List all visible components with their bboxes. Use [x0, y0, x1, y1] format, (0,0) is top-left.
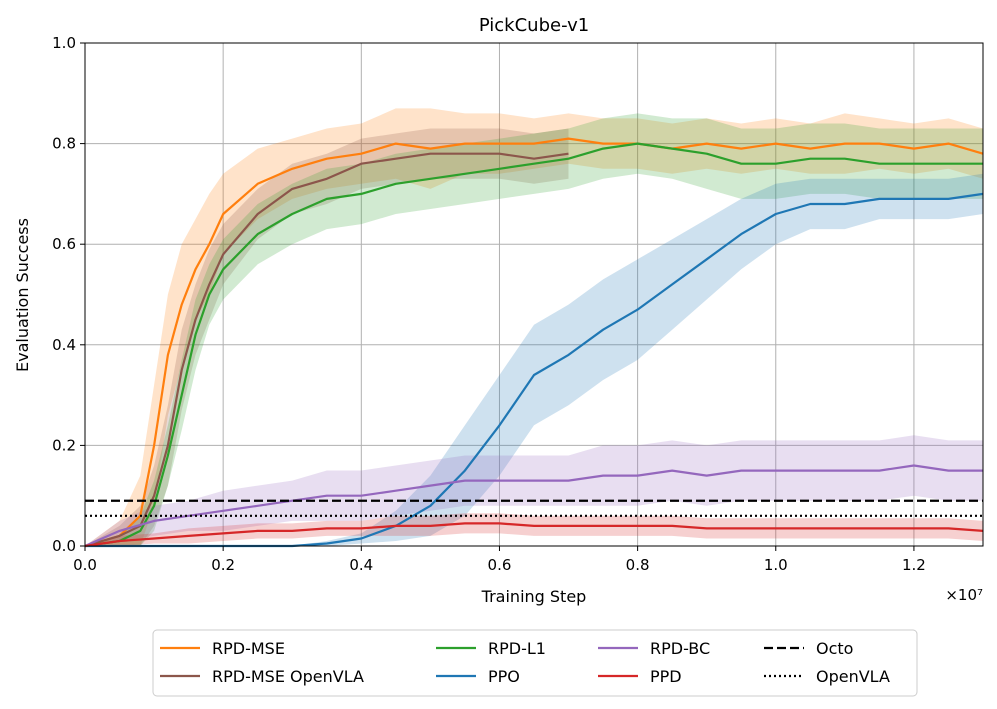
band-rpd-mse-openvla — [85, 128, 569, 546]
x-tick-label: 0.4 — [349, 556, 373, 574]
y-axis-label: Evaluation Success — [13, 218, 32, 372]
line-rpd-mse — [84, 137, 984, 548]
band-rpd-bc — [85, 435, 983, 546]
legend-label-ppd: PPD — [650, 667, 682, 686]
plot-frame — [84, 42, 984, 547]
legend-label-rpd-mse: RPD-MSE — [212, 639, 285, 658]
legend-label-ppo: PPO — [488, 667, 520, 686]
line-ppo — [85, 192, 984, 548]
x-tick-label: 1.0 — [764, 556, 788, 574]
legend-box — [152, 629, 918, 697]
legend-label-openvla: OpenVLA — [816, 667, 890, 686]
y-tick-label: 0.8 — [52, 135, 76, 153]
line-ppd — [84, 522, 984, 548]
reference-lines — [85, 499, 983, 517]
x-tick-label: 0.6 — [488, 556, 512, 574]
series-lines — [84, 137, 984, 548]
x-tick-label: 1.2 — [902, 556, 926, 574]
legend-label-rpd-bc: RPD-BC — [650, 639, 710, 658]
legend: RPD-MSE RPD-MSE OpenVLA RPD-L1 PPO RPD-BC PPD… — [160, 639, 890, 686]
y-tick-label: 0.6 — [52, 235, 76, 253]
x-tick-label: 0.8 — [626, 556, 650, 574]
y-axis-ticks: 0.0 0.2 0.4 0.6 0.8 1.0 — [52, 34, 85, 555]
y-tick-label: 0.4 — [52, 336, 76, 354]
chart-title: PickCube-v1 — [479, 15, 589, 36]
x-axis-ticks: 0.0 0.2 0.4 0.6 0.8 1.0 1.2 — [73, 546, 926, 574]
y-tick-label: 1.0 — [52, 34, 76, 52]
line-rpd-mse-openvla — [84, 152, 569, 548]
band-rpd-l1 — [85, 113, 983, 547]
band-rpd-mse — [85, 108, 983, 547]
legend-label-octo: Octo — [816, 639, 853, 658]
legend-label-rpd-l1: RPD-L1 — [488, 639, 546, 658]
line-rpd-bc — [84, 464, 983, 548]
legend-label-rpd-mse-openvla: RPD-MSE OpenVLA — [212, 667, 364, 686]
x-tick-label: 0.2 — [211, 556, 235, 574]
y-tick-label: 0.0 — [52, 537, 76, 555]
x-tick-label: 0.0 — [73, 556, 97, 574]
band-ppo — [85, 173, 983, 547]
band-ppd — [85, 513, 983, 546]
y-tick-label: 0.2 — [52, 436, 76, 454]
line-rpd-l1 — [84, 142, 983, 548]
x-axis-offset-label: ×10⁷ — [945, 586, 983, 604]
x-axis-label: Training Step — [481, 587, 587, 606]
confidence-bands — [85, 108, 983, 547]
